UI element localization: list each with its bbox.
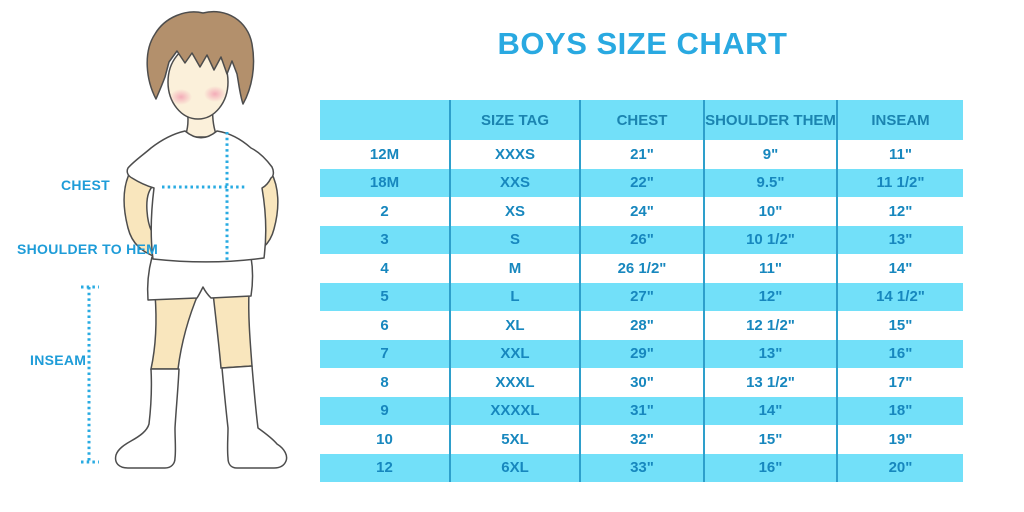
table-cell: 12"	[703, 282, 836, 311]
table-cell: XL	[449, 311, 579, 340]
column-header: SHOULDER THEM	[703, 100, 836, 140]
table-cell: 26"	[579, 225, 703, 254]
boy-sock-right	[221, 365, 288, 469]
boy-shirt	[126, 130, 275, 263]
table-cell: 7	[380, 345, 389, 363]
table-cell: 26 1/2"	[579, 254, 703, 283]
table-row: 5 L 27" 12" 14 1/2"	[320, 282, 963, 311]
table-cell: 15"	[703, 425, 836, 454]
table-row: 8 XXXL 30" 13 1/2" 17"	[320, 368, 963, 397]
shoulder-to-hem-label: SHOULDER TO HEM	[17, 241, 159, 257]
table-cell: 14 1/2"	[836, 282, 963, 311]
table-cell: 11 1/2"	[836, 168, 963, 197]
boy-cheek-left	[170, 89, 192, 105]
boy-shorts	[146, 256, 254, 301]
size-table-body: 12M XXXS 21" 9" 11" 18M XXS 22" 9.5" 11 1/2" 2 XS 24…	[320, 140, 963, 482]
boy-illustration	[81, 10, 288, 469]
table-row: 18M XXS 22" 9.5" 11 1/2"	[320, 168, 963, 197]
page-title: BOYS SIZE CHART	[497, 26, 788, 61]
table-cell: 6XL	[449, 453, 579, 482]
boy-cheek-right	[204, 86, 226, 102]
table-cell: 15"	[836, 311, 963, 340]
table-cell: 16"	[703, 453, 836, 482]
table-row: 3 S 26" 10 1/2" 13"	[320, 225, 963, 254]
table-cell: 10"	[703, 197, 836, 226]
table-cell: 14"	[703, 396, 836, 425]
boy-leg-left	[150, 291, 201, 370]
table-cell: 13"	[836, 225, 963, 254]
table-cell: XXXXL	[449, 396, 579, 425]
table-cell: 29"	[579, 339, 703, 368]
table-cell: 14"	[836, 254, 963, 283]
table-cell: 6	[380, 316, 389, 334]
size-table-header: SIZE TAG CHEST SHOULDER THEM INSEAM	[320, 100, 963, 140]
table-row: 12M XXXS 21" 9" 11"	[320, 140, 963, 169]
chest-label: CHEST	[61, 177, 110, 193]
table-cell: 24"	[579, 197, 703, 226]
table-cell: 12M	[369, 145, 400, 163]
boy-sock-left	[114, 368, 180, 469]
table-cell: 27"	[579, 282, 703, 311]
table-cell: S	[449, 225, 579, 254]
table-cell: 12 1/2"	[703, 311, 836, 340]
table-cell: 9	[380, 402, 389, 420]
column-header: SIZE TAG	[449, 100, 579, 140]
table-cell: 13 1/2"	[703, 368, 836, 397]
table-cell: XXXS	[449, 140, 579, 169]
table-cell: XXS	[449, 168, 579, 197]
table-cell: 22"	[579, 168, 703, 197]
boy-leg-right	[212, 291, 253, 369]
table-cell: 19"	[836, 425, 963, 454]
table-cell: 28"	[579, 311, 703, 340]
column-header	[320, 100, 449, 140]
table-row: 12 6XL 33" 16" 20"	[320, 453, 963, 482]
table-cell: 30"	[579, 368, 703, 397]
column-header: CHEST	[579, 100, 703, 140]
table-cell: 10	[376, 430, 393, 448]
table-cell: 2	[380, 202, 389, 220]
table-cell: XXL	[449, 339, 579, 368]
table-cell: 4	[380, 259, 389, 277]
table-cell: 11"	[836, 140, 963, 169]
table-cell: 9.5"	[703, 168, 836, 197]
table-row: 4 M 26 1/2" 11" 14"	[320, 254, 963, 283]
table-cell: 8	[380, 373, 389, 391]
table-row: 2 XS 24" 10" 12"	[320, 197, 963, 226]
table-cell: 5	[380, 288, 389, 306]
table-cell: 31"	[579, 396, 703, 425]
table-row: 7 XXL 29" 13" 16"	[320, 339, 963, 368]
table-cell: 12"	[836, 197, 963, 226]
table-cell: 32"	[579, 425, 703, 454]
table-cell: 12	[376, 459, 393, 477]
table-cell: 16"	[836, 339, 963, 368]
table-cell: 10 1/2"	[703, 225, 836, 254]
table-cell: XXXL	[449, 368, 579, 397]
table-cell: 18"	[836, 396, 963, 425]
table-cell: 13"	[703, 339, 836, 368]
table-cell: 17"	[836, 368, 963, 397]
table-cell: 20"	[836, 453, 963, 482]
table-cell: 9"	[703, 140, 836, 169]
size-table: SIZE TAG CHEST SHOULDER THEM INSEAM 12M XXXS…	[320, 100, 963, 482]
table-cell: XS	[449, 197, 579, 226]
table-cell: 3	[380, 231, 389, 249]
table-cell: 5XL	[449, 425, 579, 454]
column-header: INSEAM	[836, 100, 963, 140]
table-cell: 11"	[703, 254, 836, 283]
table-cell: 21"	[579, 140, 703, 169]
table-cell: 18M	[369, 174, 400, 192]
boy-hair	[146, 10, 255, 105]
inseam-label: INSEAM	[30, 352, 87, 368]
table-row: 6 XL 28" 12 1/2" 15"	[320, 311, 963, 340]
table-row: 9 XXXXL 31" 14" 18"	[320, 396, 963, 425]
table-row: 10 5XL 32" 15" 19"	[320, 425, 963, 454]
table-cell: 33"	[579, 453, 703, 482]
table-cell: M	[449, 254, 579, 283]
table-cell: L	[449, 282, 579, 311]
